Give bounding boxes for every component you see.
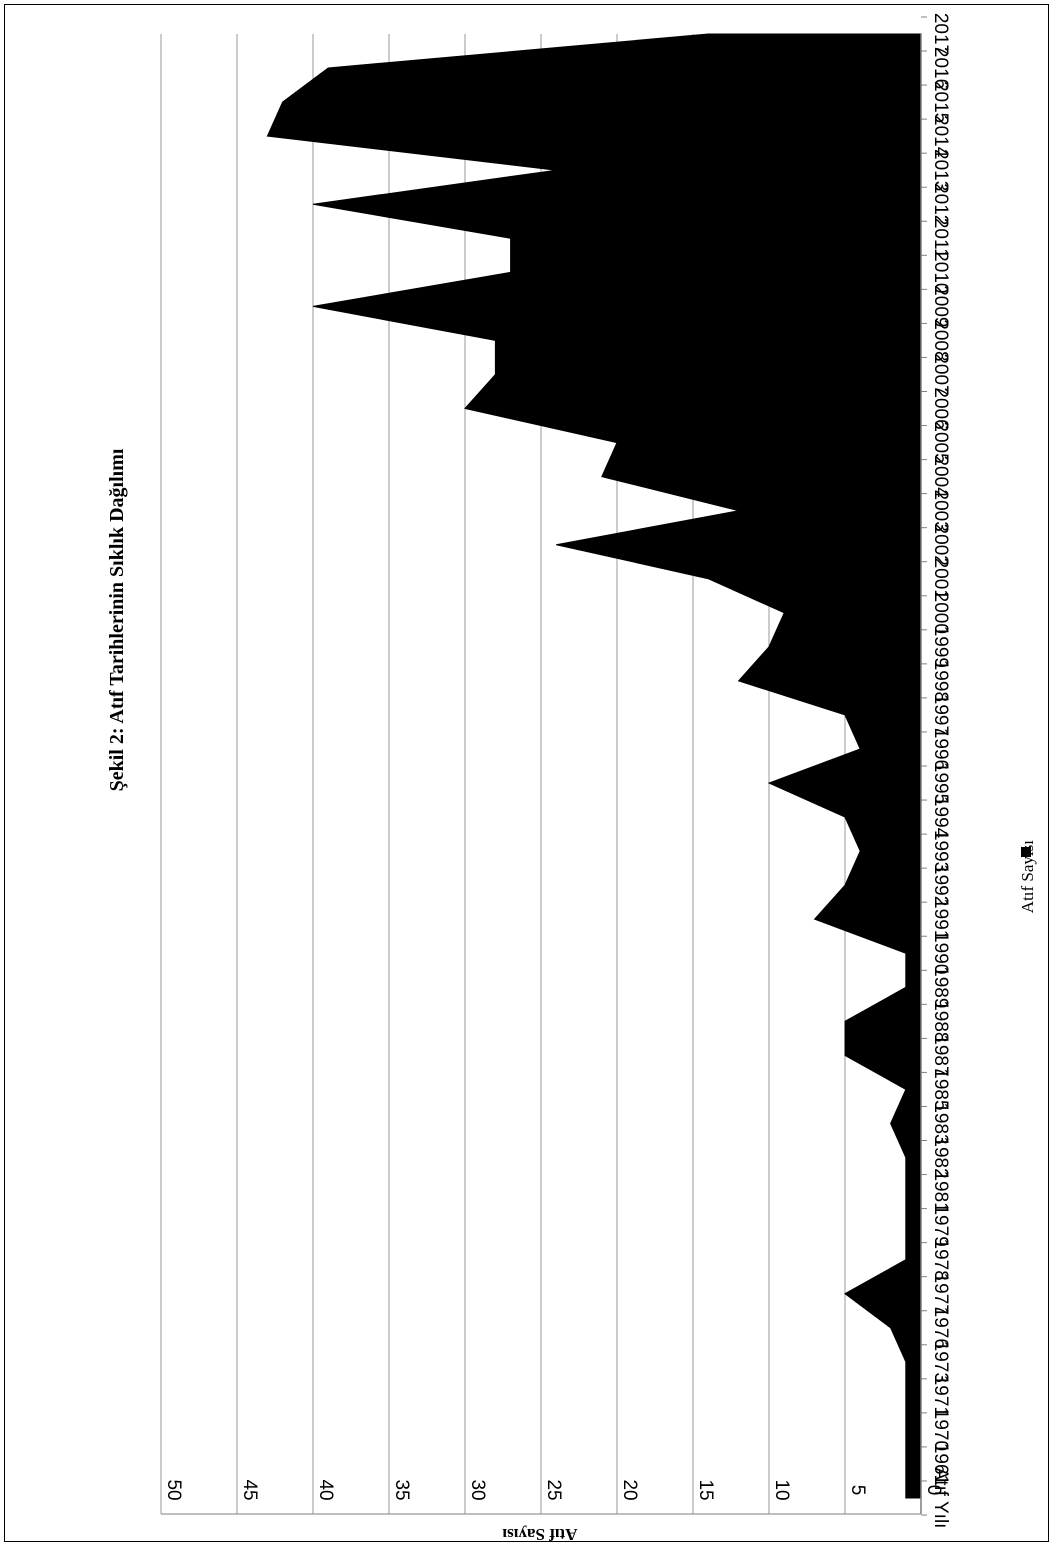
x-tick-label: 1995 — [930, 762, 951, 804]
x-tick-label: 2005 — [930, 421, 951, 463]
plot-area — [266, 33, 922, 1499]
y-tick-label: 45 — [239, 1479, 260, 1500]
x-tick-label: 1990 — [930, 932, 951, 974]
x-tick-label: 2017 — [930, 13, 951, 55]
chart-frame — [4, 4, 1049, 1542]
y-tick-label: 25 — [543, 1479, 564, 1500]
x-tick-label: 2010 — [930, 251, 951, 293]
x-tick-label: 2014 — [930, 115, 951, 158]
x-tick-label: 1982 — [930, 1136, 951, 1178]
x-tick-label: 2003 — [930, 490, 951, 532]
x-tick-label: 1996 — [930, 728, 951, 770]
x-tick-label: 1997 — [930, 694, 951, 736]
y-tick-label: 40 — [315, 1479, 336, 1500]
x-tick-label: 2009 — [930, 285, 951, 327]
x-tick-label: 1978 — [930, 1239, 951, 1281]
y-tick-labels: 0 5 10 15 20 25 30 35 40 45 50 — [163, 1479, 944, 1500]
x-tick-label: 1987 — [930, 1034, 951, 1076]
x-tick-label: 1971 — [930, 1375, 951, 1417]
x-tick-label: 2001 — [930, 558, 951, 600]
x-tick-label: 2016 — [930, 47, 951, 89]
y-tick-label: 20 — [619, 1479, 640, 1500]
x-tick-label: 1985 — [930, 1068, 951, 1110]
x-tick-labels: Atıf Yılı1961197019711973197619771978197… — [930, 13, 951, 1529]
x-tick-label: 1977 — [930, 1273, 951, 1315]
y-tick-label: 10 — [771, 1479, 792, 1500]
x-tick-label: 1994 — [930, 796, 951, 839]
y-axis-label: Atıf Sayısı — [502, 1525, 577, 1544]
y-tick-label: 50 — [163, 1479, 184, 1500]
x-tick-label: 1981 — [930, 1170, 951, 1212]
axes — [161, 16, 927, 1516]
x-tick-label: 1988 — [930, 1000, 951, 1042]
x-tick-label: 2004 — [930, 455, 951, 498]
x-tick-label: 1983 — [930, 1102, 951, 1144]
x-tick-label: 1991 — [930, 898, 951, 940]
legend-swatch — [1021, 847, 1031, 857]
y-tick-label: 35 — [391, 1479, 412, 1500]
x-tick-label: 2007 — [930, 353, 951, 395]
area-series — [266, 33, 922, 1499]
x-tick-label: 1970 — [930, 1409, 951, 1451]
x-tick-label: 2002 — [930, 524, 951, 566]
y-tick-label: 30 — [467, 1479, 488, 1500]
legend: Atıf Sayısı — [1018, 840, 1037, 913]
x-tick-label: 1979 — [930, 1204, 951, 1246]
chart-title: Şekil 2: Atıf Tarihlerinin Sıklık Dağılı… — [106, 448, 128, 791]
x-tick-label: 1992 — [930, 864, 951, 906]
x-tick-label: 2008 — [930, 319, 951, 361]
x-tick-label: 1993 — [930, 830, 951, 872]
y-tick-label: 5 — [847, 1485, 868, 1496]
x-tick-label: 1961 — [930, 1443, 951, 1485]
x-tick-label: 2013 — [930, 149, 951, 191]
x-tick-label: 2000 — [930, 592, 951, 634]
x-tick-label: 2012 — [930, 183, 951, 225]
x-tick-label: 1999 — [930, 626, 951, 668]
x-tick-label: 1973 — [930, 1341, 951, 1383]
y-tick-label: 15 — [695, 1479, 716, 1500]
x-tick-label: 2006 — [930, 387, 951, 429]
x-tick-label: 1976 — [930, 1307, 951, 1349]
x-tick-label: 2015 — [930, 81, 951, 123]
x-tick-label: Atıf Yılı — [930, 1468, 951, 1529]
y-tick-label: 0 — [923, 1485, 944, 1496]
x-tick-label: 2011 — [930, 218, 951, 259]
x-tick-label: 1989 — [930, 966, 951, 1008]
legend-label: Atıf Sayısı — [1018, 840, 1037, 913]
x-tick-label: 1998 — [930, 660, 951, 702]
